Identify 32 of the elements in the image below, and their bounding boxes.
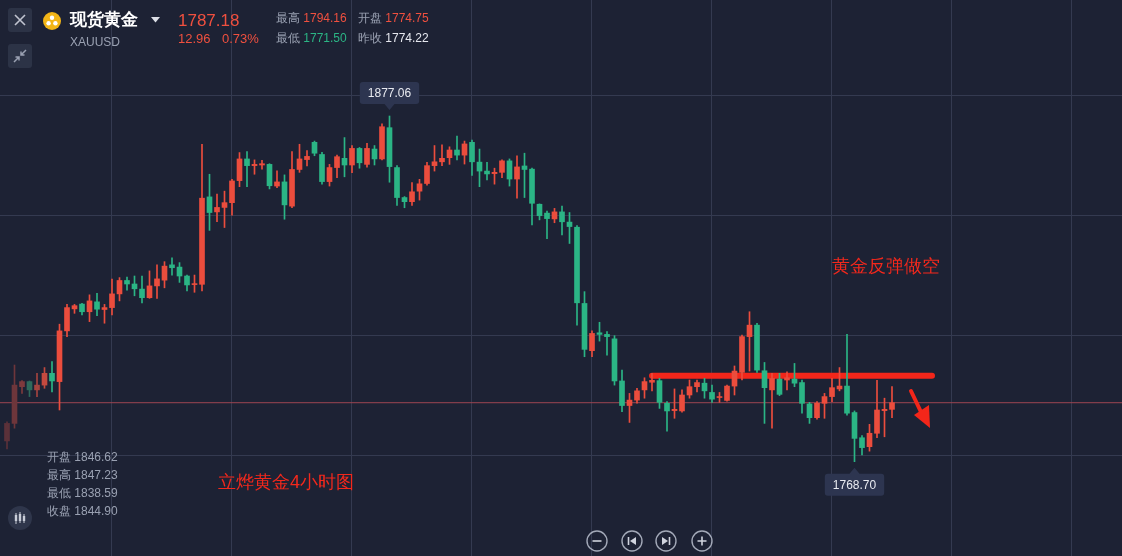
text: 立烨黄金4小时图	[218, 472, 355, 493]
text: 最低 1838.59	[47, 486, 118, 501]
chart-subtitle: XAUUSD	[70, 35, 121, 50]
candlestick	[784, 371, 790, 391]
candlestick	[439, 144, 445, 166]
annotation: 黄金反弹做空	[832, 256, 940, 277]
candlestick	[889, 386, 895, 418]
text: 1787.18	[178, 11, 240, 31]
text: 12.96	[178, 31, 211, 47]
candlestick	[34, 372, 40, 397]
text: 最高 1794.16	[276, 11, 347, 25]
text: 开盘 1774.75	[358, 11, 429, 25]
candlestick	[49, 361, 55, 393]
text: 0.73%	[222, 31, 259, 47]
candlestick	[544, 210, 550, 240]
text: 收盘 1844.90	[47, 504, 118, 519]
text: 昨收 1774.22	[358, 31, 429, 45]
candlestick	[169, 257, 175, 276]
annotation: 1768.70	[832, 477, 877, 492]
candlestick	[214, 193, 220, 223]
candlestick	[484, 162, 490, 181]
annotation: 1877.06	[367, 86, 412, 101]
chart-title: 现货黄金	[70, 10, 138, 30]
text: 最高 1847.23	[47, 468, 118, 483]
candlestick	[769, 372, 775, 429]
candlestick	[454, 135, 460, 161]
candlestick	[604, 331, 610, 356]
annotation: 开盘 1846.62	[47, 450, 118, 465]
candlestick	[244, 151, 250, 188]
candlestick	[154, 264, 160, 299]
candlestick	[649, 372, 655, 392]
text: 最低 1771.50	[276, 31, 347, 45]
